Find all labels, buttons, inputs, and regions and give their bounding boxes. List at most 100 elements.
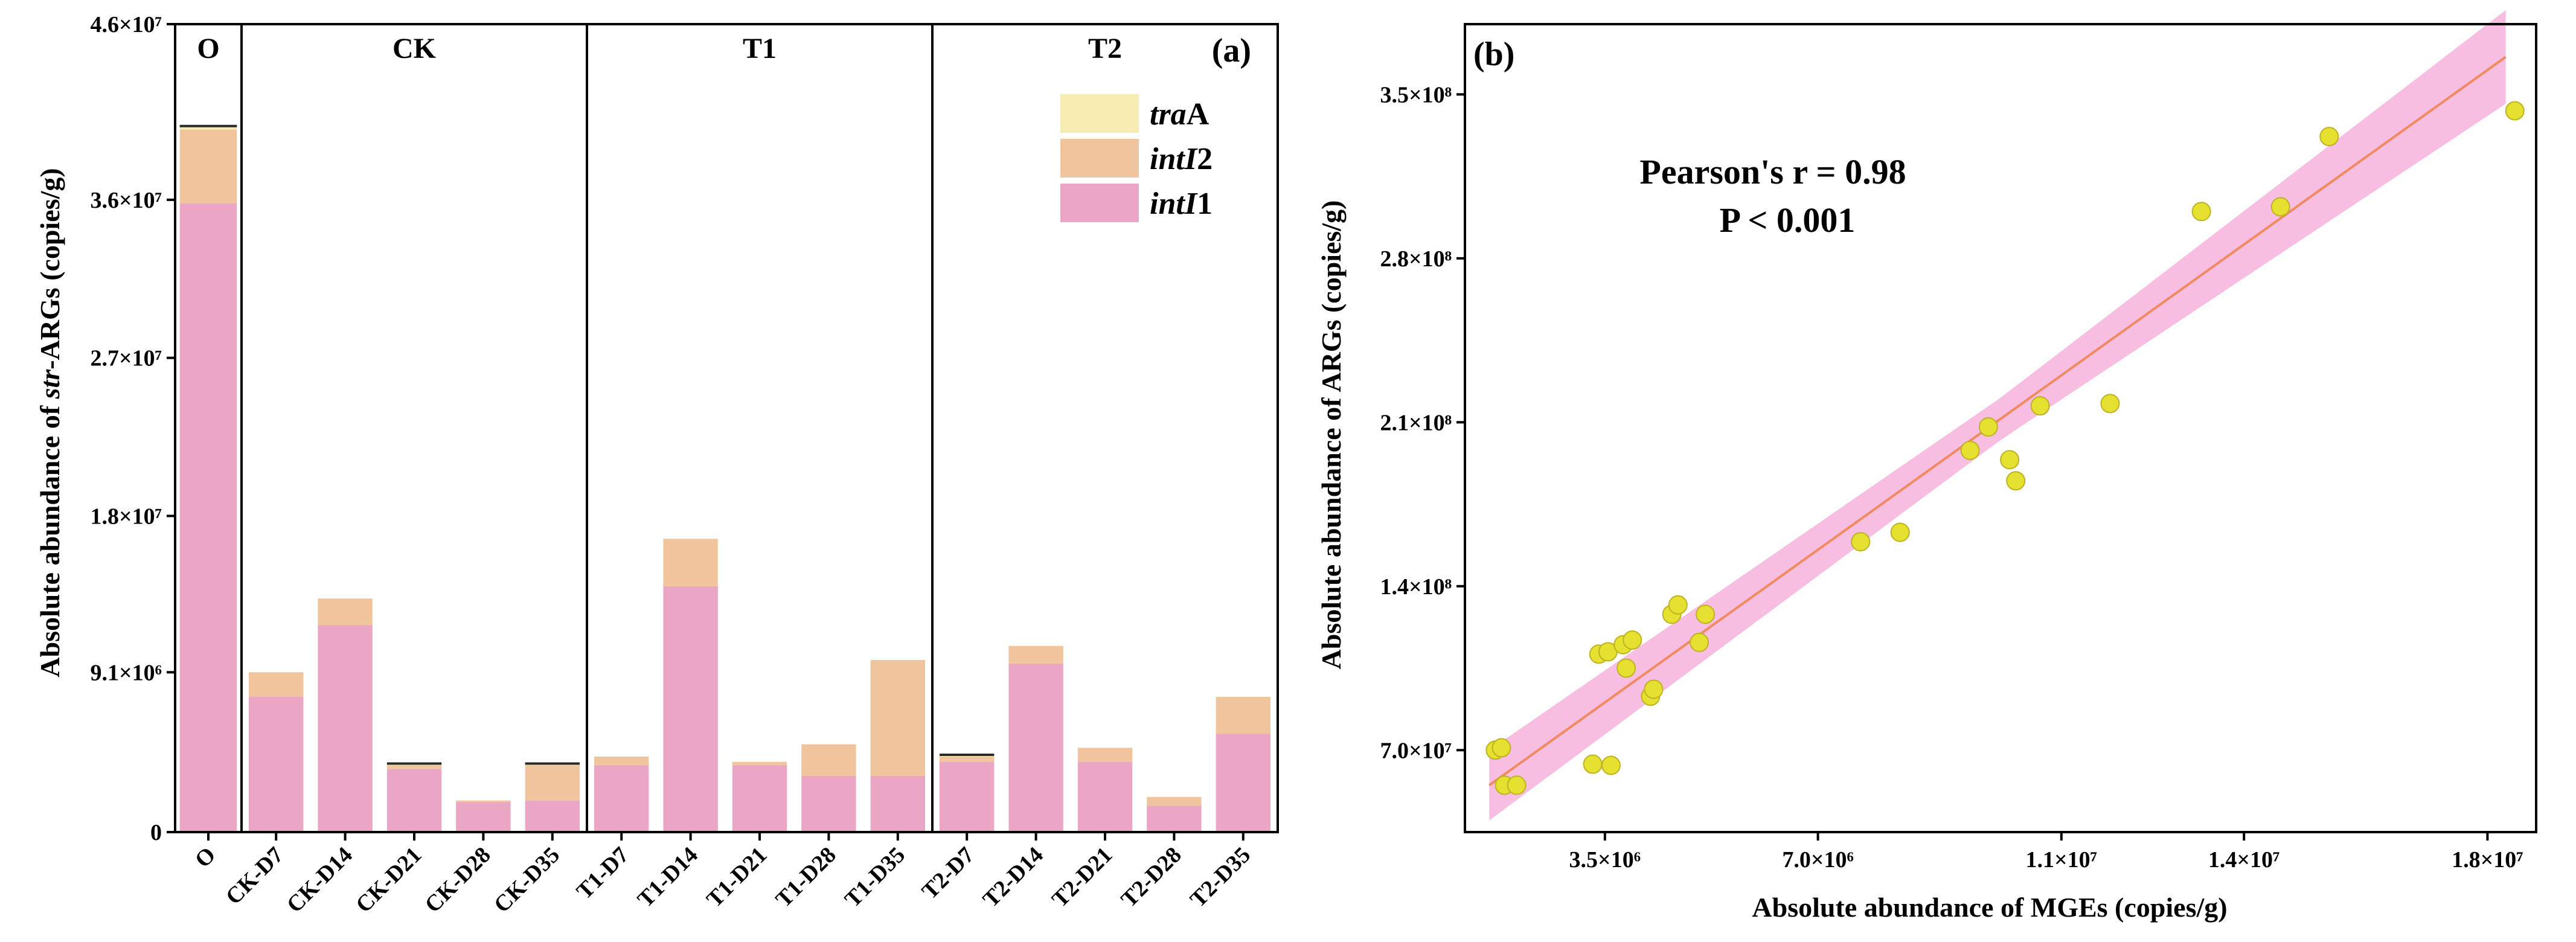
scatter-point-1 — [1491, 738, 1511, 758]
bar-T2-D7-intI2 — [940, 756, 995, 762]
legend-label-intI2: intI2 — [1150, 142, 1213, 176]
bar-CK-D35-intI2 — [525, 765, 580, 801]
panel-b-y-tick-label-1: 1.4×10⁸ — [1380, 574, 1452, 600]
panel-a-tag: (a) — [1212, 32, 1251, 69]
bar-T1-D21-intI2 — [732, 761, 787, 766]
panel-a-y-axis-title-part-0: Absolute abundance of — [34, 399, 65, 677]
scatter-point-25 — [2191, 202, 2211, 222]
bar-T2-D14-intI2 — [1008, 646, 1063, 664]
panel-a-y-tick-label-0: 0 — [150, 820, 162, 845]
legend-swatch-intI1 — [1060, 184, 1139, 222]
panel-b-scatter-plot: 7.0×10⁷ 1.4×10⁸ 2.1×10⁸ 2.8×10⁸ 3.5×10⁸ 3.5×… — [1316, 10, 2537, 923]
scatter-point-9 — [1623, 630, 1642, 650]
bar-T1-D14-intI2 — [663, 539, 718, 586]
panel-a-y-tick-label-2: 1.8×10⁷ — [90, 504, 162, 529]
bar-CK-D21-intI2 — [386, 765, 442, 769]
bar-CK-D7-intI1 — [249, 697, 304, 832]
panel-b-frame — [1464, 23, 2537, 833]
bar-T1-D35-intI2 — [870, 659, 925, 776]
panel-a-y-axis-title-part-2: -ARGs (copies/g) — [34, 168, 65, 369]
panel-a-y-axis-title: Absolute abundance of str-ARGs (copies/g… — [34, 168, 65, 677]
panel-b-x-tick-label-3: 1.4×10⁷ — [2208, 847, 2280, 873]
panel-a-y-tick-label-3: 2.7×10⁷ — [90, 346, 162, 371]
bar-T1-D7-intI2 — [594, 756, 649, 766]
panel-a-y-tick-label-5: 4.6×10⁷ — [90, 12, 162, 37]
panel-b-y-tick-label-0: 7.0×10⁷ — [1380, 738, 1452, 763]
panel-b-y-tick-label-4: 3.5×10⁸ — [1380, 82, 1452, 107]
panel-a-y-ticks: 0 9.1×10⁶ 1.8×10⁷ 2.7×10⁷ 3.6×10⁷ 4.6×10⁷ — [90, 12, 175, 845]
scatter-point-12 — [1644, 679, 1664, 699]
panel-b-axes-box — [1464, 23, 2537, 833]
panel-b-x-tick-label-1: 7.0×10⁶ — [1782, 847, 1854, 873]
scatter-point-5 — [1601, 755, 1621, 775]
scatter-point-14 — [1668, 595, 1688, 615]
legend-swatch-traA — [1060, 94, 1139, 133]
panel-b-y-ticks: 7.0×10⁷ 1.4×10⁸ 2.1×10⁸ 2.8×10⁸ 3.5×10⁸ — [1380, 82, 1465, 763]
bar-T2-D28-intI1 — [1147, 806, 1202, 832]
bar-T2-D28-intI2 — [1147, 796, 1202, 806]
group-label-T1: T1 — [743, 33, 777, 65]
pearson-r-annotation: Pearson's r = 0.98 — [1639, 152, 1906, 191]
bar-T1-D28-intI1 — [801, 775, 856, 832]
scatter-point-18 — [1890, 522, 1910, 542]
panel-a-bars — [179, 124, 1270, 832]
confidence-band — [1489, 10, 2506, 821]
bar-T1-D14-intI1 — [663, 586, 718, 832]
scatter-point-16 — [1696, 604, 1716, 624]
bar-O-intI1 — [179, 203, 237, 832]
bar-T2-D14-intI1 — [1008, 663, 1063, 832]
panel-b-tag: (b) — [1473, 36, 1514, 73]
p-value-annotation: P < 0.001 — [1720, 200, 1856, 240]
scatter-point-24 — [2100, 394, 2120, 414]
bar-CK-D14-intI2 — [318, 598, 373, 625]
bar-T2-D7-intI1 — [940, 761, 995, 832]
panel-b-y-axis-title: Absolute abundance of ARGs (copies/g) — [1316, 200, 1347, 670]
panel-a-axes-box — [174, 23, 1279, 833]
panel-a-y-tick-label-4: 3.6×10⁷ — [90, 188, 162, 213]
scatter-point-27 — [2319, 127, 2339, 147]
bar-T1-D21-intI1 — [732, 765, 787, 832]
legend-label-intI1-part-1: I — [1184, 187, 1198, 221]
legend-label-traA-part-1: A — [1187, 97, 1210, 132]
bar-T1-D35-intI1 — [870, 775, 925, 832]
panel-b-x-axis-title: Absolute abundance of MGEs (copies/g) — [1752, 892, 2227, 923]
bar-T1-D7-intI1 — [594, 765, 649, 832]
bar-CK-D35-intI1 — [525, 800, 580, 832]
bar-T1-D28-intI2 — [801, 744, 856, 776]
group-label-CK: CK — [392, 33, 436, 65]
panel-a-y-axis-title-part-1: str — [34, 369, 65, 400]
bar-T2-D35-intI1 — [1216, 734, 1270, 832]
bar-CK-D7-intI2 — [249, 672, 304, 697]
legend-swatch-intI2 — [1060, 139, 1139, 178]
bar-CK-D28-intI1 — [456, 802, 511, 832]
regression-line — [1488, 56, 2507, 787]
panel-b-x-tick-label-4: 1.8×10⁷ — [2452, 847, 2523, 873]
scatter-point-15 — [1690, 632, 1709, 652]
scatter-point-28 — [2505, 101, 2525, 121]
panel-b-y-tick-label-3: 2.8×10⁸ — [1380, 246, 1452, 272]
scatter-point-23 — [2030, 396, 2050, 416]
scatter-point-22 — [2006, 471, 2026, 491]
bar-T2-D35-intI2 — [1216, 697, 1270, 734]
scatter-point-19 — [1960, 440, 1980, 460]
panel-a-y-tick-label-1: 9.1×10⁶ — [90, 660, 162, 685]
scatter-point-10 — [1616, 658, 1636, 678]
bar-T2-D21-intI2 — [1077, 748, 1133, 762]
scatter-point-17 — [1851, 532, 1871, 552]
bar-O-traA — [179, 126, 237, 130]
legend-label-traA: traA — [1150, 97, 1210, 132]
panel-b-x-tick-label-2: 1.1×10⁷ — [2026, 847, 2098, 873]
scatter-point-26 — [2270, 197, 2290, 217]
legend-label-traA-part-0: tra — [1150, 97, 1187, 132]
legend-label-intI2-part-1: I — [1184, 142, 1198, 176]
legend-label-intI1-part-0: int — [1150, 187, 1185, 221]
group-label-O: O — [197, 33, 219, 65]
panel-a-frame — [174, 23, 1279, 833]
legend-label-intI2-part-0: int — [1150, 142, 1185, 176]
scatter-point-4 — [1583, 754, 1603, 774]
bar-T2-D21-intI1 — [1077, 761, 1133, 832]
